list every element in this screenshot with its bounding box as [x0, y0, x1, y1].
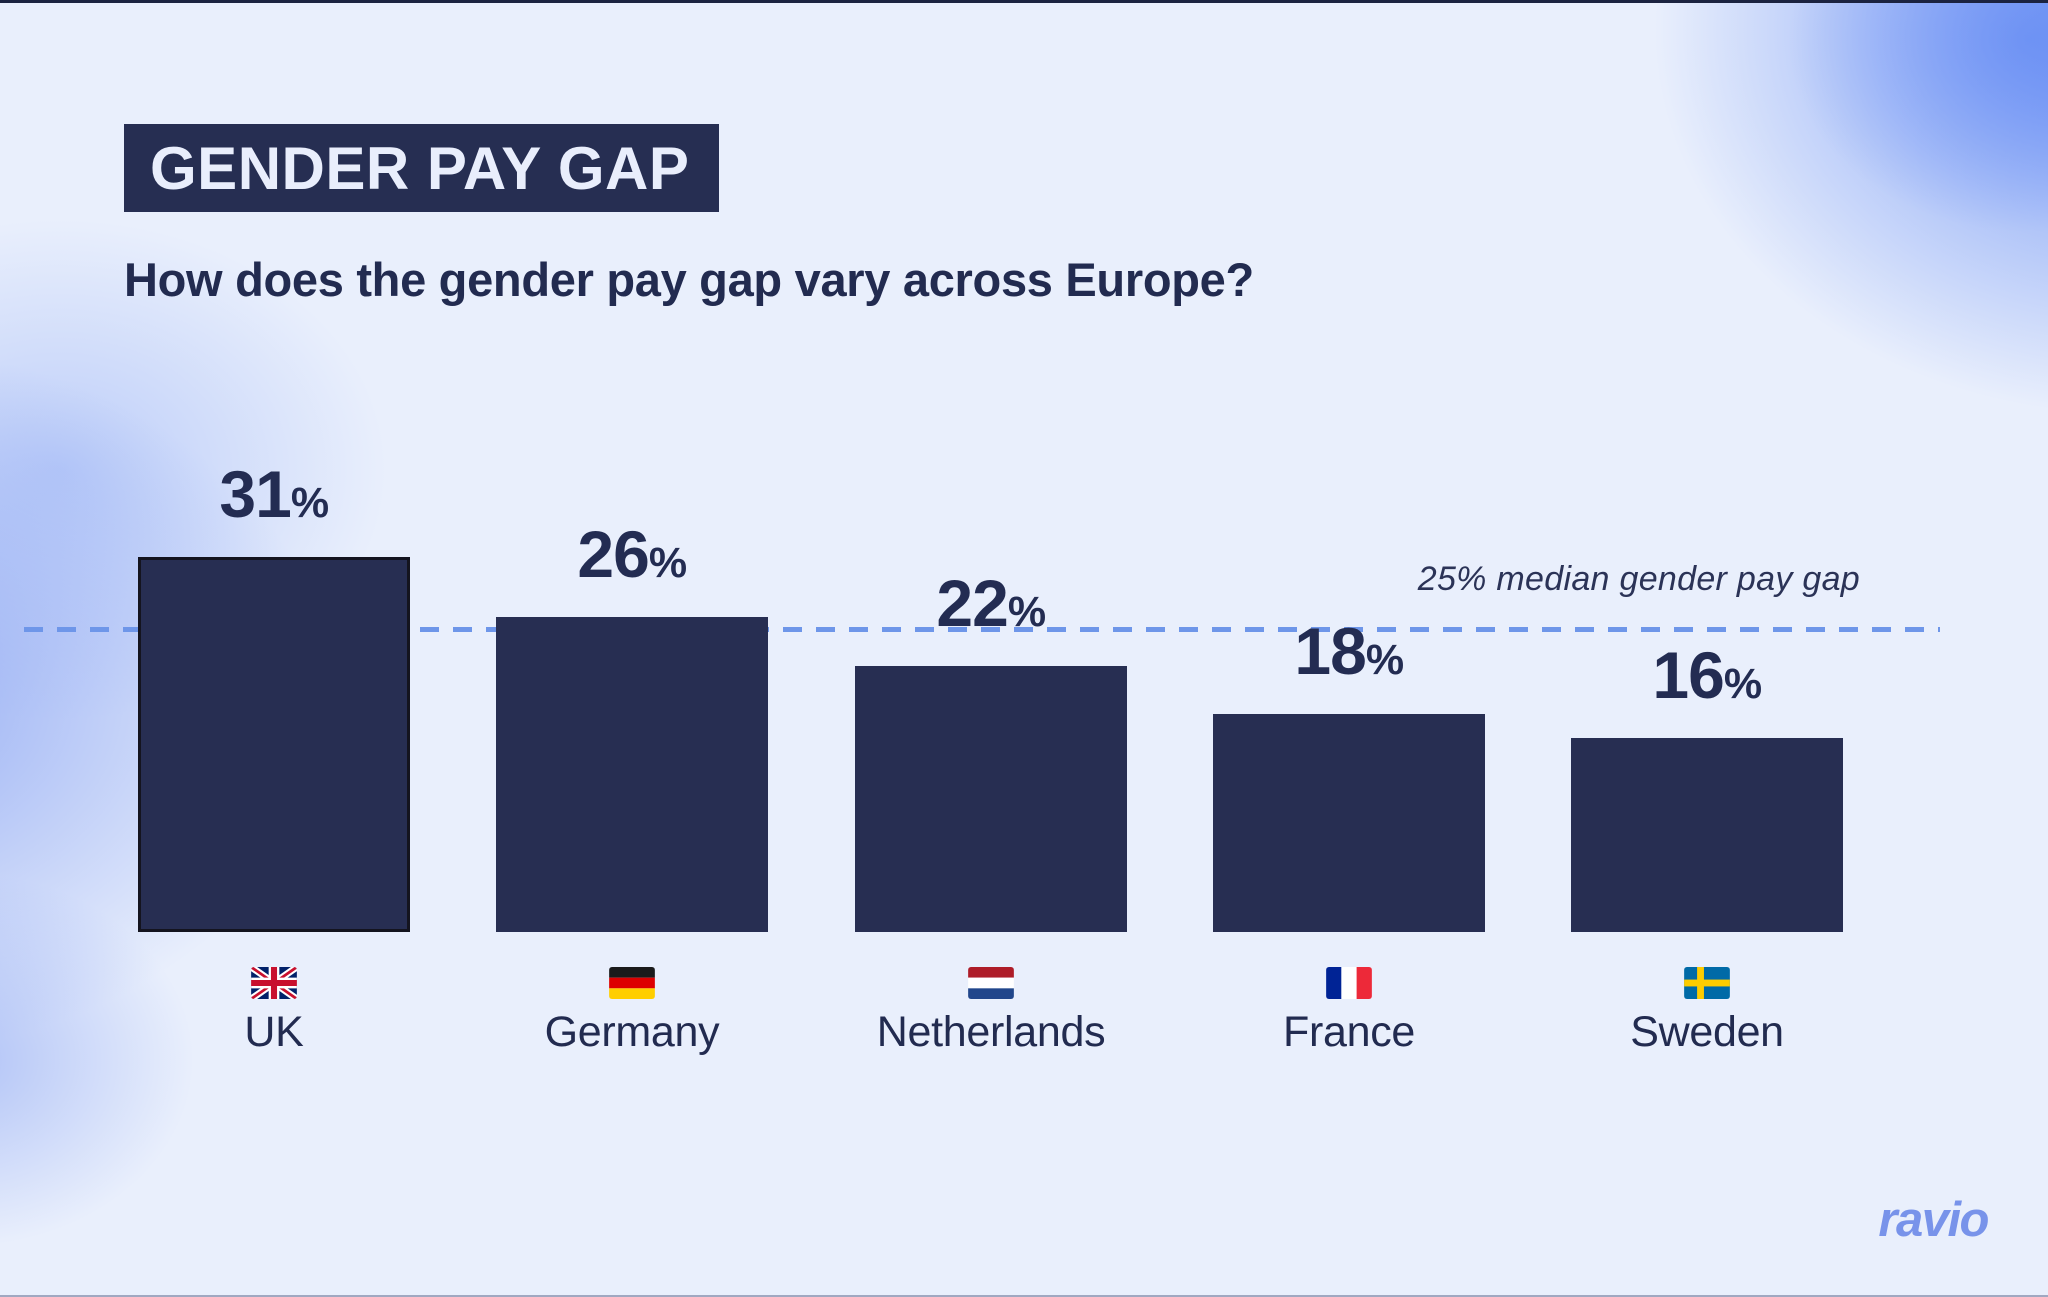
- country-flag-icon: [1213, 966, 1485, 1000]
- percent-sign: %: [290, 479, 329, 527]
- median-line-label: 25% median gender pay gap: [1417, 560, 1860, 598]
- bar-column: 31% UK: [138, 0, 410, 1297]
- percent-sign: %: [1723, 660, 1762, 708]
- country-flag-icon: [496, 966, 768, 1000]
- country-label: UK: [244, 1008, 304, 1056]
- country-label: France: [1282, 1008, 1416, 1056]
- percent-sign: %: [648, 539, 687, 587]
- bottom-edge-line: [0, 1295, 2048, 1297]
- sweden-flag-icon: [1684, 967, 1730, 999]
- bar-column: 22% Netherlands: [855, 0, 1127, 1297]
- bar-value-label: 16%: [1501, 642, 1913, 708]
- uk-flag-icon: [251, 967, 297, 999]
- percent-sign: %: [1365, 636, 1404, 684]
- france-flag-icon: [1326, 967, 1372, 999]
- bar: [138, 557, 410, 932]
- bar-value-label: 26%: [426, 521, 838, 587]
- bar-value-number: 26: [577, 517, 649, 591]
- top-edge-line: [0, 0, 2048, 3]
- country-label: Sweden: [1630, 1008, 1784, 1056]
- brand-logo: ravio: [1878, 1193, 1989, 1247]
- bar-column: 26% Germany: [496, 0, 768, 1297]
- bar-column: 18% France: [1213, 0, 1485, 1297]
- bar: [855, 666, 1127, 932]
- bar-value-number: 18: [1294, 614, 1366, 688]
- country-flag-icon: [855, 966, 1127, 1000]
- percent-sign: %: [1007, 588, 1046, 636]
- country-flag-icon: [138, 966, 410, 1000]
- country-label: Netherlands: [876, 1008, 1106, 1056]
- netherlands-flag-icon: [968, 967, 1014, 999]
- country-flag-icon: [1571, 966, 1843, 1000]
- bar: [1571, 738, 1843, 932]
- germany-flag-icon: [609, 967, 655, 999]
- bar-value-label: 18%: [1143, 618, 1555, 684]
- bar-column: 16% Sweden: [1571, 0, 1843, 1297]
- bar-value-number: 16: [1652, 638, 1724, 712]
- title-badge: GENDER PAY GAP: [124, 124, 720, 212]
- title-text: GENDER PAY GAP: [150, 135, 690, 202]
- bar: [1213, 714, 1485, 932]
- bar: [496, 617, 768, 932]
- bar-value-label: 31%: [68, 461, 480, 527]
- bar-value-label: 22%: [785, 570, 1197, 636]
- country-label: Germany: [544, 1008, 720, 1056]
- bar-value-number: 31: [219, 457, 291, 531]
- subtitle: How does the gender pay gap vary across …: [124, 253, 1254, 306]
- bar-value-number: 22: [936, 566, 1008, 640]
- median-dashed-line: [24, 627, 1940, 632]
